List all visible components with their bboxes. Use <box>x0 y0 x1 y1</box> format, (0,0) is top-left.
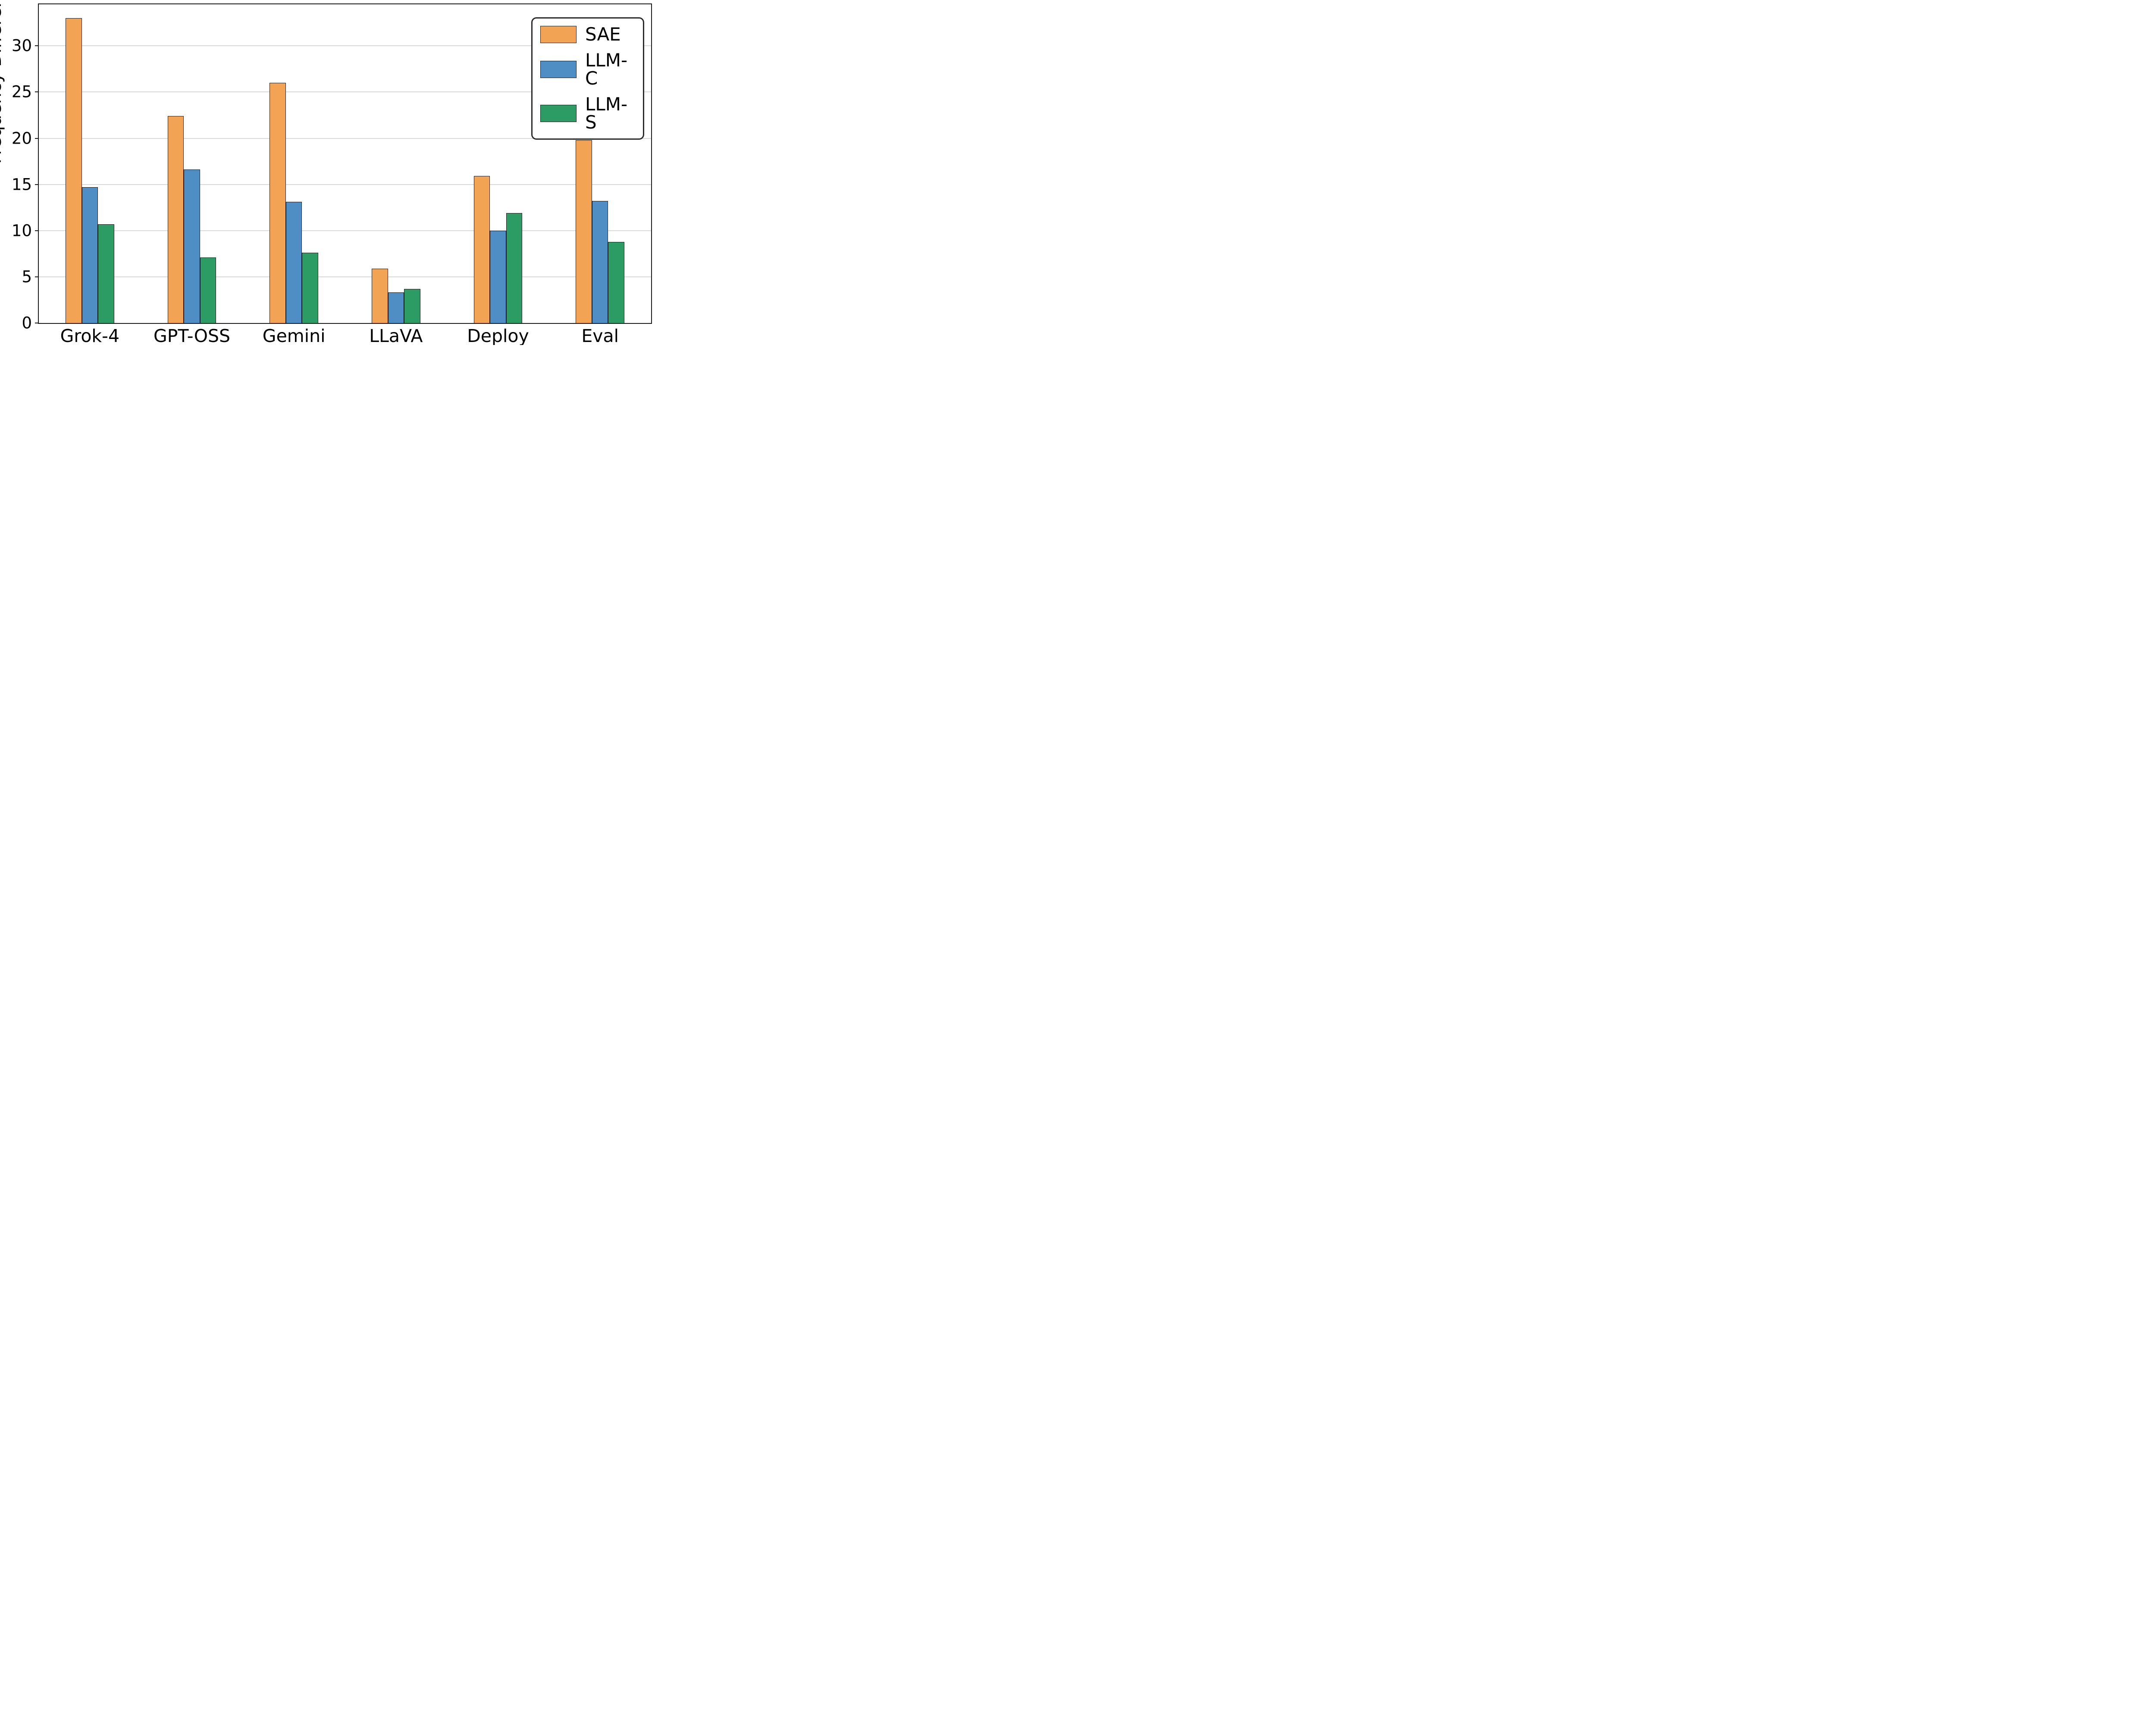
y-tick-mark <box>35 184 39 185</box>
y-tick-mark <box>35 138 39 139</box>
bar-sae-deploy <box>473 176 490 323</box>
bar-sae-gpt-oss <box>167 116 184 323</box>
x-tick-label: Gemini <box>262 326 326 345</box>
bar-llm-s-eval <box>608 242 624 323</box>
bar-sae-llava <box>372 268 388 323</box>
gridline <box>39 230 651 231</box>
gridline <box>39 45 651 47</box>
y-tick-mark <box>35 45 39 47</box>
gridline <box>39 184 651 185</box>
y-tick-mark <box>35 276 39 277</box>
bar-sae-eval <box>576 140 592 323</box>
bar-llm-s-deploy <box>506 213 523 323</box>
bar-llm-c-gemini <box>285 202 302 323</box>
bar-llm-s-gemini <box>302 253 318 323</box>
legend-swatch-sae <box>540 26 577 43</box>
x-tick-label: GPT-OSS <box>153 326 231 345</box>
y-tick-label: 10 <box>11 221 32 240</box>
bar-sae-gemini <box>270 83 286 323</box>
legend-label: SAE <box>585 24 621 45</box>
plot-area: 0 5 10 15 20 25 30 Grok-4 GPT-OSS Gemini LLaVA Dep… <box>12 3 652 345</box>
bar-llm-c-eval <box>592 201 608 323</box>
y-tick-label: 25 <box>11 82 32 101</box>
bar-llm-c-grok-4 <box>81 187 98 323</box>
gridline <box>39 276 651 277</box>
gridline <box>39 138 651 139</box>
y-tick-label: 20 <box>11 129 32 148</box>
legend-item: SAE <box>540 25 635 44</box>
bar-llm-s-llava <box>404 289 420 323</box>
legend-item: LLM-C <box>540 51 635 88</box>
bar-llm-s-gpt-oss <box>200 257 216 323</box>
legend-swatch-llm-c <box>540 61 577 78</box>
x-tick-label: Deploy <box>467 326 529 345</box>
x-tick-label: Eval <box>581 326 619 345</box>
y-axis-title: Frequency Difference (%) <box>0 0 5 164</box>
legend-swatch-llm-s <box>540 105 577 122</box>
bar-chart-figure: Frequency Difference (%) 0 5 10 15 20 25 30 Gr… <box>0 0 655 345</box>
y-tick-mark <box>35 230 39 231</box>
legend: SAE LLM-C LLM-S <box>531 17 644 140</box>
bar-llm-c-gpt-oss <box>184 169 200 323</box>
y-tick-label: 5 <box>22 267 32 286</box>
y-tick-mark <box>35 91 39 93</box>
gridline <box>39 91 651 93</box>
legend-label: LLM-S <box>585 94 628 133</box>
bar-llm-c-deploy <box>490 230 506 323</box>
bar-llm-c-llava <box>388 292 404 323</box>
x-tick-label: Grok-4 <box>60 326 120 345</box>
legend-item: LLM-S <box>540 95 635 132</box>
y-tick-label: 30 <box>11 36 32 55</box>
legend-label: LLM-C <box>585 50 628 89</box>
bar-sae-grok-4 <box>66 18 82 323</box>
bar-llm-s-grok-4 <box>98 224 114 323</box>
y-tick-label: 15 <box>11 175 32 194</box>
x-tick-label: LLaVA <box>369 326 423 345</box>
y-tick-label: 0 <box>22 314 32 332</box>
